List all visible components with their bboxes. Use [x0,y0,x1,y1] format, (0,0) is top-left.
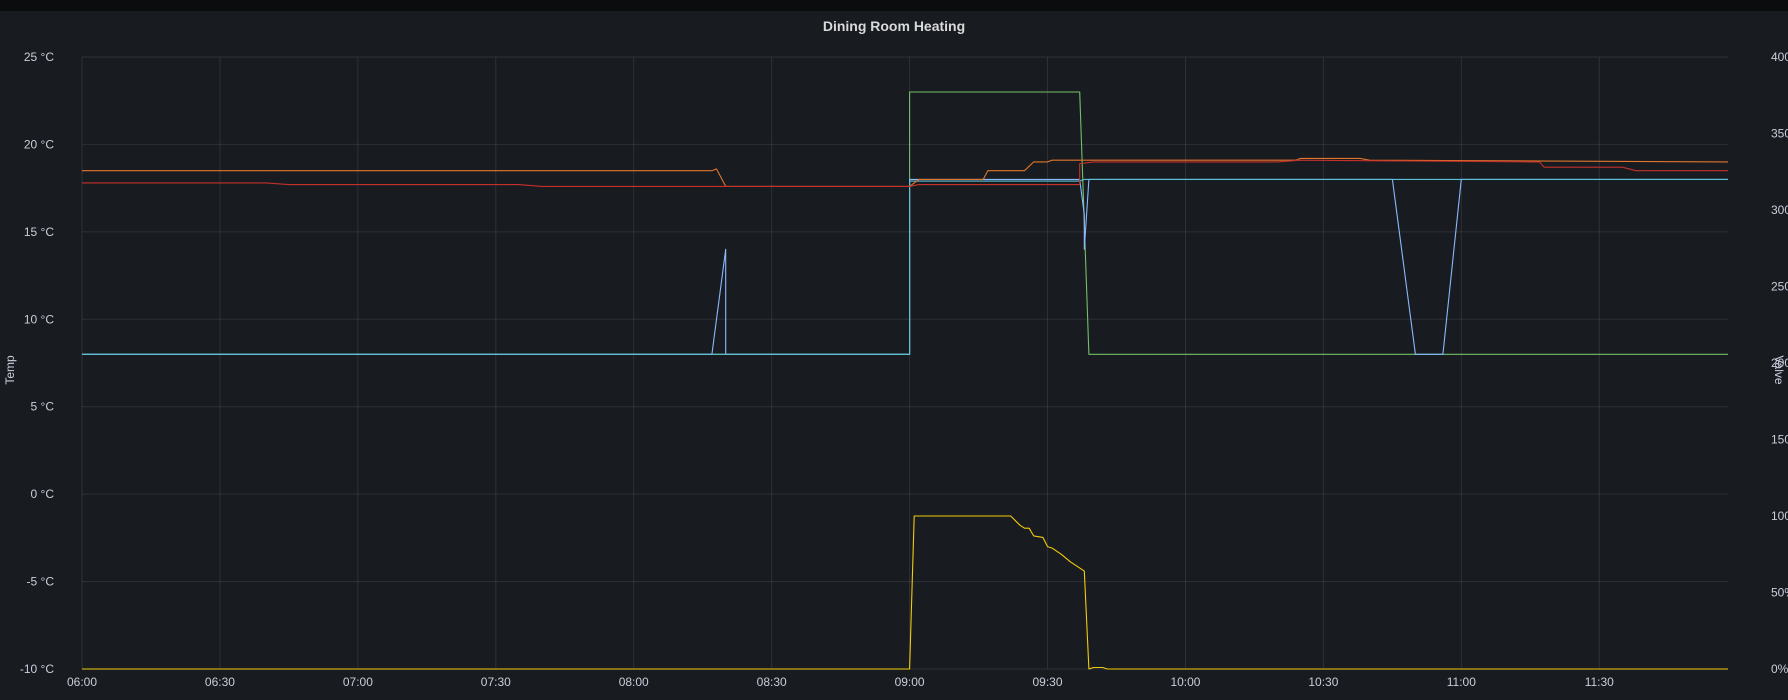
x-tick-label: 06:00 [67,675,97,689]
series-group [82,91,1729,670]
x-tick-label: 06:30 [205,675,235,689]
series-line-1 [82,515,1728,670]
x-tick-label: 09:30 [1033,675,1063,689]
x-tick-label: 11:00 [1447,675,1476,689]
y-left-tick-label: 25 °C [24,50,54,64]
series-line-2 [82,91,1728,355]
y-right-tick-label: 350% [1771,127,1788,141]
y-right-tick-label: 400% [1771,50,1788,64]
panel-title: Dining Room Heating [822,18,966,34]
y-left-tick-label: 15 °C [24,225,54,239]
x-tick-label: 10:00 [1170,675,1200,689]
y-left-tick-label: 10 °C [24,312,54,326]
y-right-tick-label: 300% [1771,203,1788,217]
series-line-4 [82,178,1728,355]
x-tick-label: 07:30 [481,675,511,689]
y-right-tick-label: 200% [1771,356,1788,370]
grid [81,56,1728,670]
series-line-3 [82,178,1728,355]
x-tick-label: 08:00 [619,675,649,689]
x-tick-label: 11:30 [1585,675,1614,689]
x-tick-label: 07:00 [343,675,373,689]
x-axis: 06:00 06:30 07:00 07:30 08:00 08:30 09:00 09:30… [67,675,1614,689]
x-tick-label: 08:30 [757,675,787,689]
y-axis-right: 400% 350% 300% 250% 200% 150% 100% 50% 0% [1771,50,1788,676]
x-tick-label: 10:30 [1308,675,1338,689]
graph-panel [0,11,1788,700]
y-right-tick-label: 150% [1771,433,1788,447]
x-tick-label: 09:00 [895,675,925,689]
y-left-tick-label: 0 °C [31,487,55,501]
y-right-tick-label: 250% [1771,280,1788,294]
y-left-tick-label: -10 °C [20,662,54,676]
y-right-tick-label: 50% [1771,586,1788,600]
y-right-tick-label: 100% [1771,509,1788,523]
y-left-tick-label: 5 °C [31,400,55,414]
y-axis-left: 25 °C 20 °C 15 °C 10 °C 5 °C 0 °C -5 °C -10 °C [20,50,54,676]
y-right-tick-label: 0% [1771,662,1788,676]
y-left-tick-label: -5 °C [27,575,55,589]
series-line-5 [82,157,1729,187]
series-line-6 [82,159,1728,187]
y-left-tick-label: 20 °C [24,137,54,151]
